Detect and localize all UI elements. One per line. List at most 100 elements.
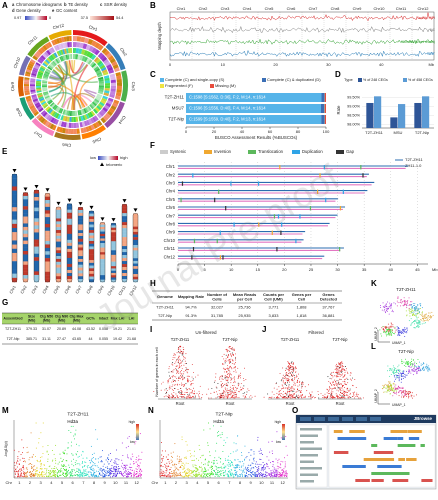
snp-point xyxy=(26,446,28,448)
density-cell xyxy=(44,113,50,119)
legend-triangle xyxy=(100,162,104,166)
cell-point xyxy=(181,373,183,375)
cell-point xyxy=(284,376,286,378)
cell-point xyxy=(241,387,243,389)
density-cell xyxy=(97,120,103,126)
cell-point xyxy=(282,367,284,369)
umap-point xyxy=(421,312,423,314)
y-tick-label: 99.00% xyxy=(347,104,361,108)
density-cell xyxy=(26,67,33,71)
umap-point xyxy=(398,328,400,330)
snp-point xyxy=(41,471,43,473)
cell-point xyxy=(229,350,231,352)
busco-segment xyxy=(324,93,326,102)
snp-point xyxy=(286,472,288,474)
cell-point xyxy=(298,397,299,399)
snp-point xyxy=(183,457,185,459)
density-band xyxy=(100,275,105,278)
snp-point xyxy=(205,470,207,472)
snp-point xyxy=(117,473,119,475)
cell-point xyxy=(287,388,289,390)
density-band xyxy=(45,241,50,245)
snp-point xyxy=(270,462,272,464)
snp-point xyxy=(79,464,81,466)
x-tick-label: 6 xyxy=(72,480,75,485)
sv-mark xyxy=(317,189,319,194)
umap-point xyxy=(414,304,416,306)
density-cell xyxy=(42,85,48,88)
snp-point xyxy=(161,450,163,452)
umap-point xyxy=(413,367,415,369)
snp-point xyxy=(93,473,95,475)
density-cell xyxy=(92,64,98,70)
snp-point xyxy=(201,455,203,457)
umap-point xyxy=(405,358,407,360)
snp-point xyxy=(235,443,237,445)
density-band xyxy=(122,252,127,256)
snp-point xyxy=(13,467,15,469)
density-cell xyxy=(111,61,118,67)
snp-point xyxy=(82,466,84,468)
density-band xyxy=(100,270,105,274)
density-cell xyxy=(60,43,64,49)
density-band xyxy=(45,227,50,231)
snp-point xyxy=(66,474,68,476)
snp-point xyxy=(17,471,19,473)
umap-point xyxy=(402,377,404,379)
cell-point xyxy=(173,376,175,378)
table-cell: 1,808 xyxy=(296,304,307,309)
umap-point xyxy=(382,328,384,330)
snp-point xyxy=(171,455,173,457)
x-tick-label: 80 xyxy=(296,129,301,134)
umap-point xyxy=(402,328,404,330)
cell-point xyxy=(329,377,331,379)
density-band xyxy=(67,251,72,256)
snp-point xyxy=(216,472,218,474)
density-cell xyxy=(49,110,55,116)
density-band xyxy=(56,253,61,257)
snp-point xyxy=(237,435,239,437)
snp-point xyxy=(39,456,41,458)
umap-point xyxy=(382,384,384,386)
cell-point xyxy=(273,396,275,398)
cell-point xyxy=(220,395,222,396)
cell-point xyxy=(342,397,344,399)
density-band xyxy=(111,225,116,228)
legend-text: Complete (C) & duplicated (D) xyxy=(267,77,321,82)
density-band xyxy=(122,222,127,226)
snp-point xyxy=(93,470,95,472)
snp-point xyxy=(39,468,41,470)
density-band xyxy=(100,249,105,253)
snp-point xyxy=(76,463,78,465)
cell-point xyxy=(341,361,343,363)
cell-point xyxy=(218,390,220,392)
cell-point xyxy=(333,387,335,389)
density-band xyxy=(122,279,127,283)
umap-point xyxy=(410,323,412,325)
umap-point xyxy=(429,312,431,314)
snp-point xyxy=(285,436,287,438)
snp-point xyxy=(253,457,255,459)
snp-point xyxy=(53,473,55,475)
snp-point xyxy=(282,461,284,463)
snp-point xyxy=(119,471,121,473)
umap-point xyxy=(418,366,420,368)
snp-point xyxy=(26,476,28,478)
umap-point xyxy=(406,301,408,303)
umap-point xyxy=(418,322,420,324)
synteny-link xyxy=(79,75,97,109)
cell-point xyxy=(234,349,235,351)
snp-point xyxy=(268,441,270,443)
x-tick-label: 5 xyxy=(207,480,210,485)
cell-point xyxy=(172,375,174,377)
snp-point xyxy=(285,470,287,472)
cell-point xyxy=(185,369,187,371)
snp-point xyxy=(79,469,81,471)
snp-point xyxy=(31,474,33,476)
umap-point xyxy=(421,315,423,317)
snp-point xyxy=(30,467,32,469)
density-band xyxy=(34,267,39,272)
density-band xyxy=(89,216,94,220)
snp-point xyxy=(216,474,218,476)
density-band xyxy=(12,273,17,279)
